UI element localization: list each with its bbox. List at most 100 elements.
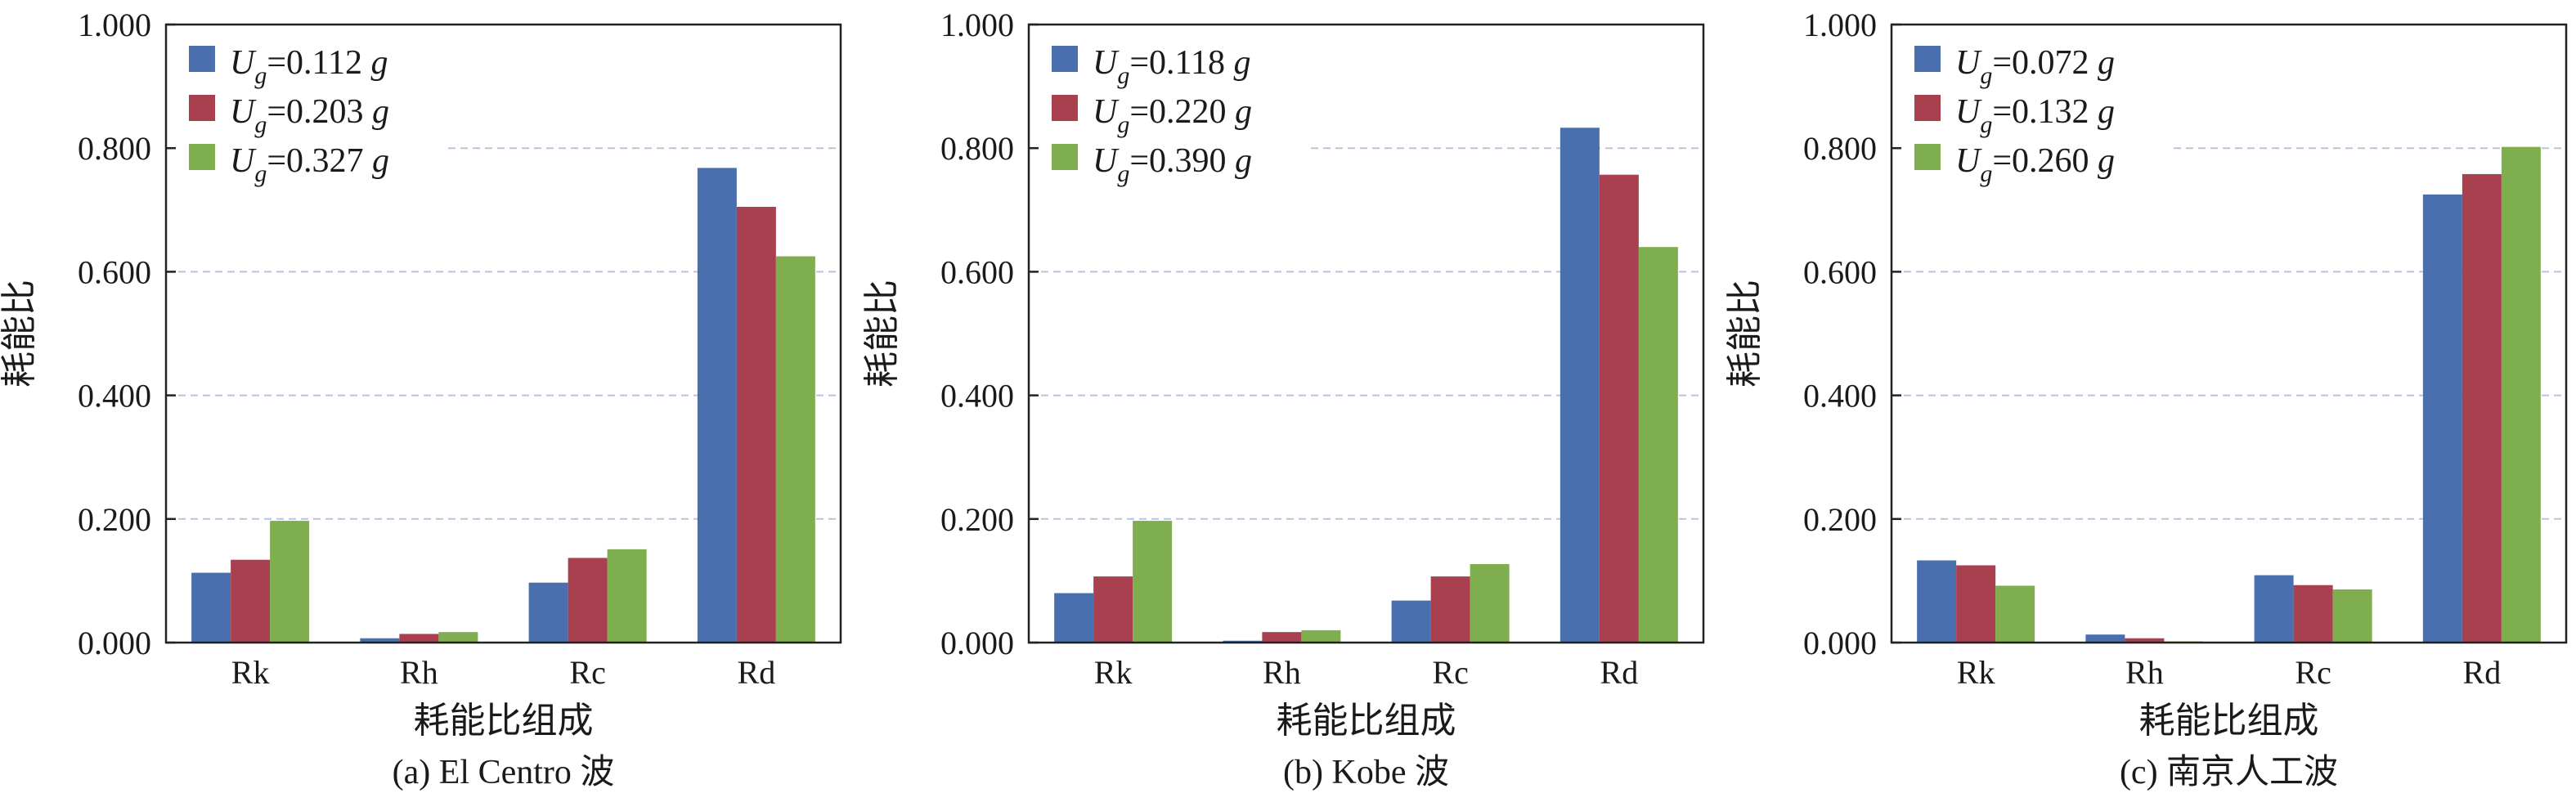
legend-unit: g	[2098, 93, 2115, 131]
legend: Ug=0.118 gUg=0.220 gUg=0.390 g	[1039, 34, 1308, 187]
bar-rd-series-1	[2422, 194, 2462, 643]
legend-unit: g	[2098, 44, 2115, 82]
y-tick-label: 0.600	[940, 253, 1014, 290]
x-tick-label: Rd	[738, 654, 776, 691]
legend-swatch	[1914, 46, 1941, 72]
legend-value: =0.390	[1129, 142, 1235, 180]
legend-subscript: g	[1117, 111, 1129, 138]
x-tick-label: Rd	[2463, 654, 2502, 691]
bar-rk-series-1	[191, 572, 231, 643]
bar-rd-series-2	[1599, 174, 1639, 643]
bar-rc-series-2	[1430, 576, 1470, 643]
legend-box	[176, 34, 446, 186]
bar-rk-series-3	[270, 521, 310, 643]
legend-box	[1039, 34, 1308, 186]
bar-rc-series-1	[528, 582, 568, 643]
y-tick-label: 1.000	[940, 7, 1014, 43]
x-tick-label: Rk	[1094, 654, 1133, 691]
legend-swatch	[1914, 144, 1941, 170]
y-tick-label: 0.800	[1803, 130, 1877, 167]
bar-rd-series-2	[736, 207, 776, 643]
legend-swatch	[189, 144, 215, 170]
legend-box	[1901, 34, 2171, 186]
legend-value: =0.112	[267, 44, 370, 82]
legend-symbol: U	[1955, 142, 1982, 180]
bar-rc-series-1	[1391, 600, 1431, 643]
bar-rd-series-1	[1560, 128, 1600, 643]
y-tick-label: 0.000	[78, 625, 151, 661]
bar-rc-series-2	[2293, 585, 2333, 643]
legend-value: =0.220	[1129, 93, 1235, 131]
legend-entry: Ug=0.203 g	[230, 93, 389, 138]
y-tick-label: 0.400	[78, 378, 151, 414]
legend-swatch	[1052, 46, 1078, 72]
plot-frame	[1890, 23, 2568, 644]
y-tick-label: 0.200	[78, 501, 151, 538]
bar-rd-series-3	[775, 256, 815, 643]
legend-subscript: g	[1980, 160, 1992, 187]
legend-subscript: g	[254, 111, 267, 138]
x-tick-label: Rc	[2295, 654, 2331, 691]
legend-unit: g	[372, 93, 389, 131]
legend-unit: g	[2098, 142, 2115, 180]
legend-symbol: U	[230, 93, 257, 131]
y-tick-label: 0.400	[1803, 378, 1877, 414]
legend-value: =0.132	[1992, 93, 2098, 131]
y-axis-title: 耗能比	[0, 280, 39, 388]
legend-swatch	[1052, 144, 1078, 170]
y-tick-label: 0.200	[940, 501, 1014, 538]
legend: Ug=0.112 gUg=0.203 gUg=0.327 g	[176, 34, 446, 187]
legend-symbol: U	[1955, 93, 1982, 131]
legend-symbol: U	[230, 44, 257, 82]
legend-symbol: U	[1093, 93, 1120, 131]
bar-rk-series-1	[1917, 560, 1957, 643]
x-axis-title: 耗能比组成	[414, 701, 594, 741]
y-tick-label: 0.000	[1803, 625, 1877, 661]
x-tick-label: Rh	[2125, 654, 2164, 691]
y-tick-label: 0.400	[940, 378, 1014, 414]
legend-entry: Ug=0.072 g	[1955, 44, 2115, 89]
bar-rk-series-3	[1995, 585, 2035, 643]
legend-swatch	[1914, 95, 1941, 121]
legend-value: =0.327	[267, 142, 372, 180]
y-axis-title: 耗能比	[1725, 280, 1765, 388]
legend-subscript: g	[1117, 160, 1129, 187]
bar-rd-series-1	[697, 168, 737, 643]
bar-rc-series-2	[568, 558, 608, 643]
legend-value: =0.118	[1129, 44, 1233, 82]
legend-entry: Ug=0.390 g	[1093, 142, 1252, 187]
y-tick-label: 0.000	[940, 625, 1014, 661]
bar-rk-series-1	[1054, 593, 1094, 643]
legend-value: =0.260	[1992, 142, 2098, 180]
legend: Ug=0.072 gUg=0.132 gUg=0.260 g	[1901, 34, 2171, 187]
y-tick-label: 1.000	[1803, 7, 1877, 43]
legend-subscript: g	[254, 160, 267, 187]
bar-rh-series-3	[1301, 630, 1341, 643]
panel-caption: (c) 南京人工波	[2120, 753, 2338, 791]
bar-rk-series-2	[1093, 576, 1133, 643]
bar-rh-series-3	[438, 632, 478, 643]
x-tick-label: Rc	[1432, 654, 1468, 691]
bar-rh-series-2	[1262, 632, 1302, 643]
legend-symbol: U	[1955, 44, 1982, 82]
legend-symbol: U	[1093, 142, 1120, 180]
legend-entry: Ug=0.132 g	[1955, 93, 2115, 138]
legend-unit: g	[370, 44, 388, 82]
chart-panel-1: 0.000 0.200 0.400 0.600 0.800 1.000 Rk Rh Rc Rd 耗能…	[0, 7, 842, 791]
bar-rc-series-3	[2332, 589, 2372, 643]
legend-value: =0.203	[267, 93, 372, 131]
chart-panel-2: 0.000 0.200 0.400 0.600 0.800 1.000 Rk Rh Rc Rd 耗能…	[862, 7, 1705, 791]
bar-rh-series-1	[2085, 634, 2125, 643]
plot-frame	[1027, 23, 1705, 644]
legend-symbol: U	[1093, 44, 1120, 82]
bar-rd-series-2	[2462, 173, 2502, 643]
plot-frame	[164, 23, 842, 644]
x-tick-label: Rh	[400, 654, 438, 691]
legend-subscript: g	[254, 62, 267, 89]
panel-caption: (b) Kobe 波	[1283, 754, 1449, 791]
x-axis-title: 耗能比组成	[2139, 701, 2319, 741]
legend-entry: Ug=0.118 g	[1093, 44, 1250, 89]
legend-swatch	[189, 46, 215, 72]
